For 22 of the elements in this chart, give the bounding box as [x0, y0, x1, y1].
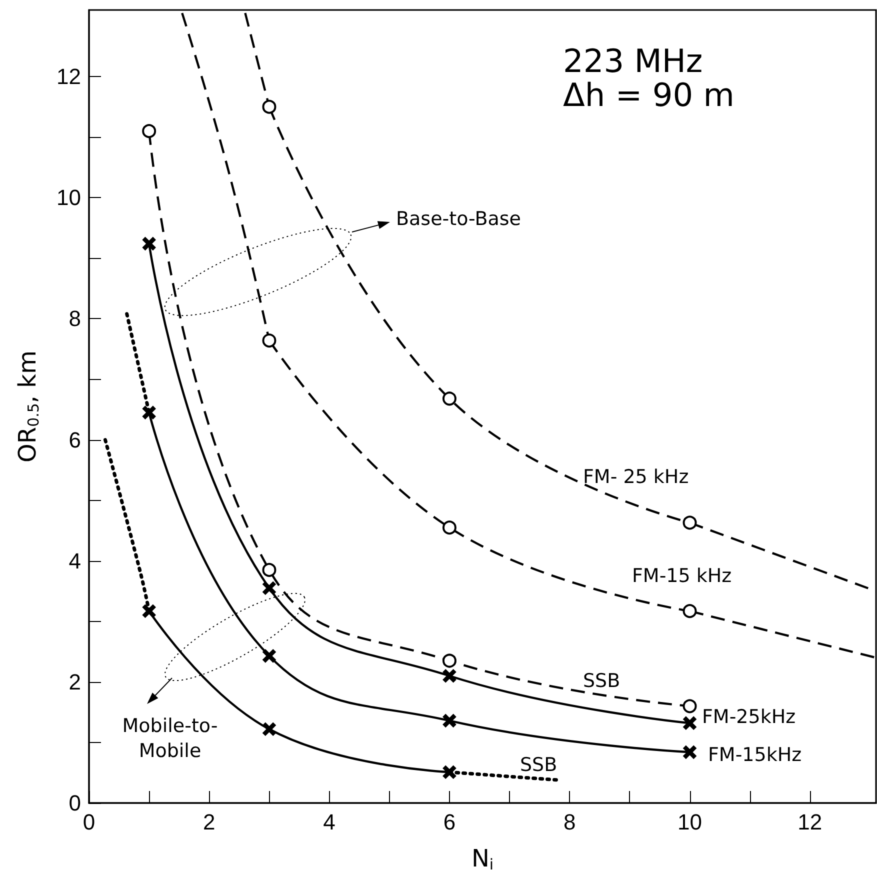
annotation: SSB	[583, 670, 620, 692]
y-tick-label: 4	[68, 548, 81, 574]
x-tick-label: 4	[323, 810, 336, 834]
annotation: SSB	[520, 754, 558, 776]
y-tick-label: 0	[68, 790, 81, 816]
y-tick-label: 12	[56, 64, 81, 90]
annotation: Mobile-to- Mobile	[122, 715, 218, 762]
x-tick-label: 6	[443, 810, 456, 834]
y-tick-label: 6	[68, 427, 81, 452]
y-axis-title: OR0.5, km	[14, 350, 42, 462]
annotation: FM-15 kHz	[632, 565, 732, 588]
x-tick-label: 8	[563, 810, 576, 834]
y-tick-label: 10	[56, 185, 81, 210]
annotation: FM-25kHz	[702, 706, 796, 728]
annotation: FM- 25 kHz	[583, 466, 689, 488]
x-tick-label: 10	[678, 810, 702, 834]
x-tick-label: 2	[203, 810, 216, 834]
y-tick-label: 2	[68, 669, 81, 694]
annotation: FM-15kHz	[708, 744, 802, 766]
annotation: Base-to-Base	[396, 208, 521, 230]
y-tick-label: 8	[68, 306, 81, 332]
x-tick-label: 12	[798, 810, 822, 834]
